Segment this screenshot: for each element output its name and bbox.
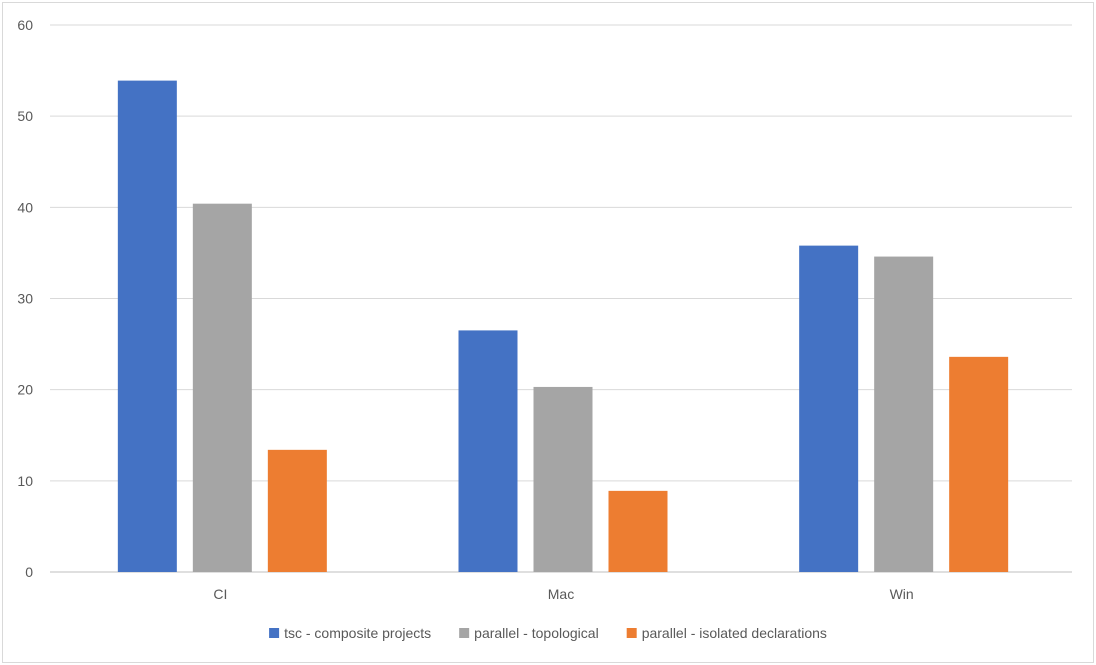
y-tick-label: 40	[17, 199, 33, 215]
bar-ci-series-1	[192, 203, 252, 573]
y-tick-label: 30	[17, 291, 33, 307]
legend-label: parallel - topological	[474, 625, 599, 641]
legend-swatch-2	[626, 628, 637, 638]
legend-label: parallel - isolated declarations	[642, 625, 827, 641]
x-axis-ticks: CI Mac Win	[213, 586, 913, 602]
x-tick-label: Mac	[548, 586, 574, 602]
bar-mac-series-0	[458, 330, 518, 572]
legend-swatch-0	[269, 628, 280, 638]
legend: tsc - composite projects parallel - topol…	[269, 625, 827, 641]
y-tick-label: 10	[17, 473, 33, 489]
legend-label: tsc - composite projects	[284, 625, 431, 641]
bar-ci-series-2	[267, 449, 327, 572]
bar-mac-series-1	[533, 386, 593, 572]
bar-win-series-1	[874, 256, 934, 572]
y-tick-label: 20	[17, 382, 33, 398]
y-axis-ticks: 0 10 20 30 40 50 60	[17, 17, 33, 580]
bar-ci-series-0	[117, 80, 177, 572]
bars	[117, 80, 1009, 573]
y-tick-label: 60	[17, 17, 33, 33]
bar-mac-series-2	[608, 490, 668, 572]
bar-chart: 0 10 20 30 40 50 60 CI Mac Win tsc - composite p…	[17, 17, 1072, 641]
legend-swatch-1	[459, 628, 470, 638]
x-tick-label: Win	[890, 586, 914, 602]
y-tick-label: 0	[25, 564, 33, 580]
y-tick-label: 50	[17, 108, 33, 124]
x-tick-label: CI	[213, 586, 227, 602]
bar-win-series-0	[799, 245, 859, 572]
bar-win-series-2	[949, 356, 1009, 572]
